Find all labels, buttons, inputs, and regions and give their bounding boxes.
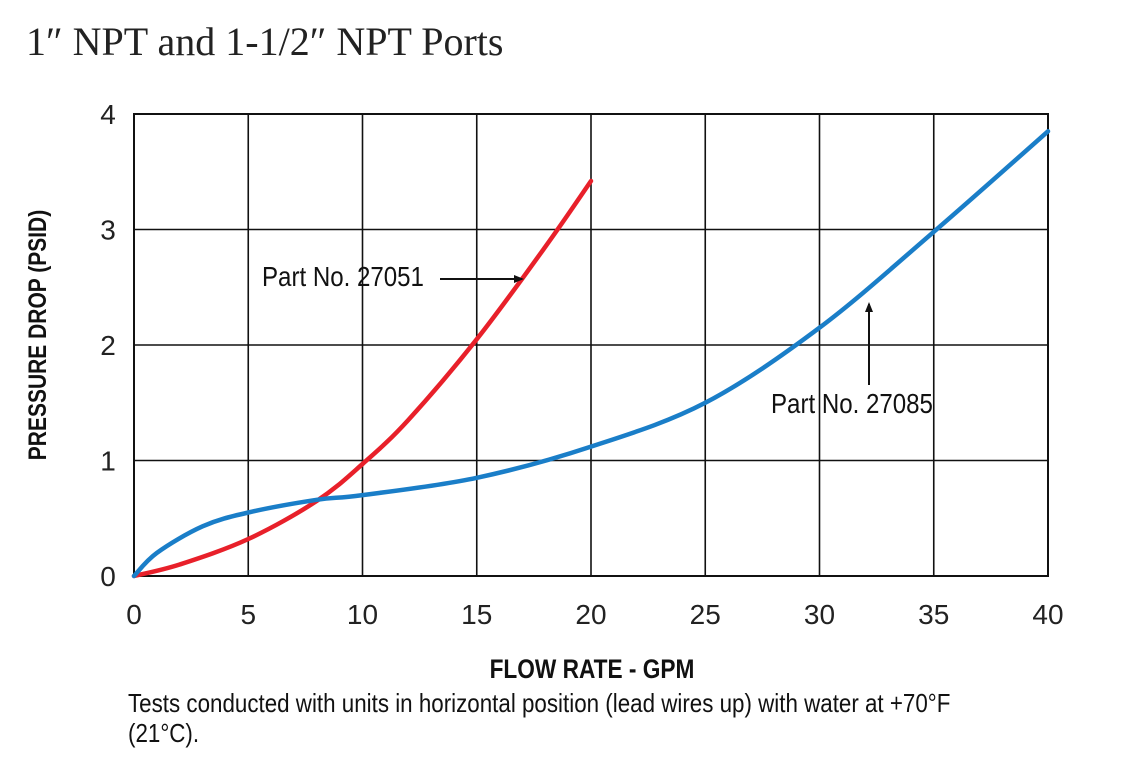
x-axis-label: FLOW RATE - GPM [490,654,695,684]
test-conditions-note: Tests conducted with units in horizontal… [128,688,951,748]
grid [133,113,1049,577]
x-tick-label: 15 [461,599,492,630]
y-tick-label: 4 [100,99,116,130]
x-tick-label: 30 [804,599,835,630]
annotations: Part No. 27051 Part No. 27085 [262,260,933,419]
series-label-27085: Part No. 27085 [771,387,933,419]
x-tick-label: 40 [1032,599,1063,630]
y-axis-label: PRESSURE DROP (PSID) [23,210,51,460]
x-tick-label: 0 [126,599,142,630]
series-layer [131,129,1051,579]
y-tick-label: 0 [100,561,116,592]
series-label-27051: Part No. 27051 [262,260,424,292]
x-tick-label: 5 [240,599,256,630]
series-line-27085 [131,129,1051,579]
x-tick-label: 10 [347,599,378,630]
y-tick-label: 2 [100,330,116,361]
x-tick-label: 25 [690,599,721,630]
chart-title: 1″ NPT and 1-1/2″ NPT Ports [26,19,504,64]
plot-frame [133,113,1049,577]
series-line-27051 [131,178,594,579]
tick-labels: 0 5 10 15 20 25 30 35 40 0 1 2 3 4 [100,99,1063,630]
y-tick-label: 1 [100,446,116,477]
x-tick-label: 20 [575,599,606,630]
x-tick-label: 35 [918,599,949,630]
y-tick-label: 3 [100,215,116,246]
